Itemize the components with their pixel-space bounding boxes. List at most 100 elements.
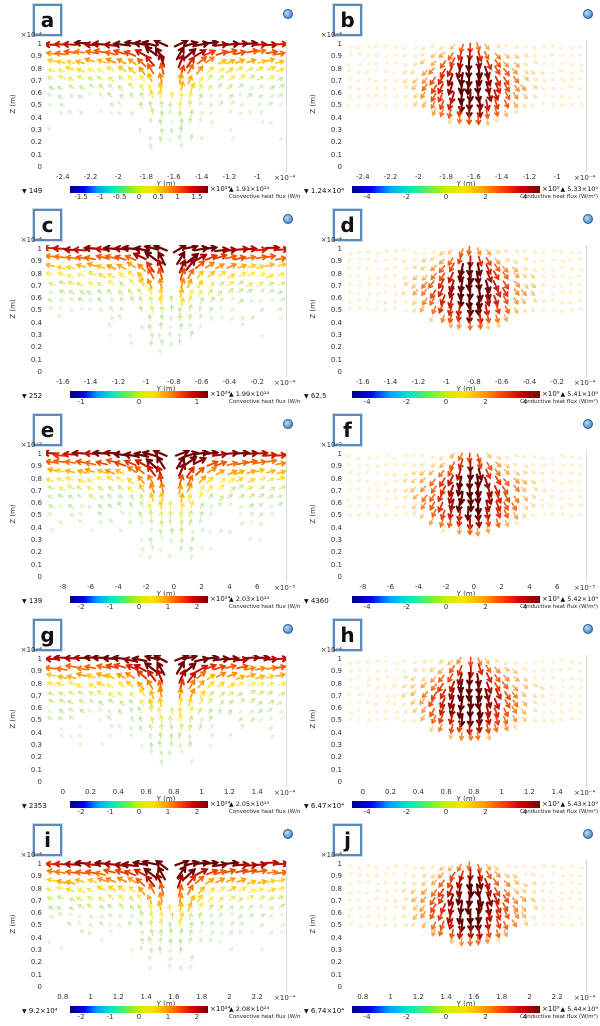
plot-widget-icon[interactable] <box>283 624 293 634</box>
z-tick-label: 0.8 <box>330 884 342 893</box>
z-tick-label: 0.2 <box>30 343 42 352</box>
y-tick-label: 1.2 <box>523 788 535 796</box>
y-axis-ticks: 0.8 1 1.2 1.4 1.6 1.8 2 2.2 <box>346 994 586 1003</box>
colorbar-exponent: ×10⁹ <box>542 185 560 193</box>
z-tick-label: 0.7 <box>30 486 42 495</box>
z-tick-label: 0.3 <box>330 946 342 955</box>
colorbar-min-value: 6.74×10⁴ <box>310 1007 345 1015</box>
y-axis-ticks: 0 0.2 0.4 0.6 0.8 1 1.2 1.4 <box>346 789 586 798</box>
y-tick-label: 1.4 <box>440 993 452 1001</box>
z-tick-label: 0.8 <box>30 679 42 688</box>
y-tick-label: -0.4 <box>522 378 537 386</box>
y-tick-label: -2 <box>414 173 422 181</box>
y-tick-label: -1.2 <box>222 173 237 181</box>
plot-widget-icon[interactable] <box>283 419 293 429</box>
y-tick-label: -1.6 <box>467 173 481 181</box>
colorbar-max: ▲ 5.41×10⁹ <box>498 390 599 399</box>
colorbar-min-value: 1.24×10⁴ <box>310 187 345 195</box>
colorbar-tick-label: 1 <box>165 808 171 816</box>
z-tick-label: 0.7 <box>330 896 342 905</box>
y-axis-exponent: ×10⁻⁴ <box>574 994 596 1002</box>
z-tick-label: 1 <box>337 245 342 253</box>
colorbar-min: ▼ 9.2×10⁴ <box>22 1007 58 1015</box>
colorbar <box>352 801 540 808</box>
z-tick-label: 0.8 <box>330 474 342 483</box>
plot-widget-icon[interactable] <box>283 214 293 224</box>
z-tick-label: 0.6 <box>330 499 342 508</box>
colorbar-max: ▲ 2.05×10²⁴ <box>229 800 299 809</box>
z-tick-label: 0.9 <box>30 462 42 471</box>
colorbar-wrap: -1 0 1 <box>70 391 208 409</box>
z-tick-label: 0.9 <box>330 462 342 471</box>
colorbar-tick-label: -4 <box>363 1013 371 1021</box>
panel-label-badge: j <box>333 824 362 856</box>
z-axis-exponent: ×10⁻⁴ <box>20 646 42 654</box>
colorbar-tick-label: 0 <box>443 193 449 201</box>
colorbar-row: ▼ 139 -2 -1 0 1 2 ×10²⁴ ▲ 2.03×10²⁴ Convecti… <box>0 595 300 615</box>
colorbar-max: ▲ 5.33×10⁹ <box>498 185 599 194</box>
colorbar-exponent: ×10²⁴ <box>210 595 231 603</box>
plot-widget-icon[interactable] <box>583 829 593 839</box>
colorbar-tick-label: -2 <box>77 1013 85 1021</box>
z-tick-label: 0.4 <box>330 933 342 942</box>
y-axis-title: Y (m) <box>156 385 176 393</box>
y-tick-label: 2.2 <box>551 993 563 1001</box>
z-tick-label: 0.8 <box>30 474 42 483</box>
z-tick-label: 0.4 <box>330 728 342 737</box>
z-tick-label: 0.5 <box>330 101 342 110</box>
y-tick-label: -0.8 <box>467 378 481 386</box>
z-tick-label: 0.2 <box>30 958 42 967</box>
colorbar-tick-label: 0 <box>443 1013 449 1021</box>
panel-label: e <box>40 418 55 442</box>
colorbar-max-block: ▲ 1.99×10²⁴ Convective heat flux (W/m²) <box>229 390 300 406</box>
panel-label-badge: d <box>333 209 362 241</box>
y-tick-label: 0.2 <box>384 788 397 796</box>
panel-label-badge: b <box>333 4 362 36</box>
plot-widget-icon[interactable] <box>583 419 593 429</box>
plot-widget-icon[interactable] <box>283 9 293 19</box>
z-tick-label: 0.7 <box>30 896 42 905</box>
colorbar-row: ▼ 252 -1 0 1 ×10²⁴ ▲ 1.99×10²⁴ Convective … <box>0 390 300 410</box>
max-marker-icon: ▲ <box>229 186 234 193</box>
z-tick-label: 0.2 <box>330 343 342 352</box>
colorbar-tick-label: 0 <box>136 808 142 816</box>
plot-widget-icon[interactable] <box>583 624 593 634</box>
panel-label-badge: i <box>33 824 62 856</box>
y-tick-label: -1.6 <box>167 173 181 181</box>
colorbar-tick-label: 1 <box>165 1013 171 1021</box>
colorbar-title: Convective heat flux (W/m²) <box>229 193 300 200</box>
z-tick-label: 0.3 <box>330 331 342 340</box>
y-tick-label: -2 <box>442 583 450 591</box>
plot-widget-icon[interactable] <box>583 9 593 19</box>
z-tick-label: 0.1 <box>330 150 342 159</box>
colorbar-max: ▲ 2.03×10²⁴ <box>229 595 299 604</box>
y-tick-label: -1 <box>442 378 450 386</box>
max-marker-icon: ▲ <box>560 801 566 808</box>
colorbar-tick-label: 4 <box>522 808 528 816</box>
colorbar <box>70 391 208 398</box>
colorbar-max-block: ▲ 2.08×10²⁴ Convective heat flux (W/m²) <box>229 1005 300 1021</box>
z-tick-label: 1 <box>337 860 342 868</box>
plot-widget-icon[interactable] <box>283 829 293 839</box>
z-tick-label: 0.7 <box>30 76 42 85</box>
z-tick-label: 0 <box>37 162 42 171</box>
y-axis-exponent: ×10⁻⁵ <box>574 584 596 592</box>
panel-label: g <box>40 623 55 647</box>
z-tick-label: 0.3 <box>330 536 342 545</box>
y-tick-label: 1 <box>388 993 393 1001</box>
colorbar-max: ▲ 1.91×10²⁴ <box>229 185 299 194</box>
max-marker-icon: ▲ <box>560 186 566 193</box>
panel-label: j <box>344 828 351 852</box>
z-tick-label: 0.9 <box>30 52 42 61</box>
plot-widget-icon[interactable] <box>583 214 593 224</box>
colorbar-max-value: 5.41×10⁹ <box>567 390 598 398</box>
subplot-panel: i ×10⁻⁴ Z (m) 1 0.9 0.8 0.7 0.6 0.5 0.4 0.3 0.2 0… <box>0 820 300 1025</box>
colorbar <box>352 596 540 603</box>
y-tick-label: -1 <box>253 173 261 181</box>
colorbar-wrap: -4 -2 0 2 4 <box>352 1006 540 1024</box>
colorbar-max-block: ▲ 5.44×10⁹ Conductive heat flux (W/m²) <box>498 1005 598 1021</box>
min-marker-icon: ▼ <box>22 393 27 400</box>
z-tick-label: 0 <box>37 777 42 786</box>
colorbar-min: ▼ 6.74×10⁴ <box>304 1007 344 1015</box>
y-tick-label: 1.8 <box>496 993 508 1001</box>
